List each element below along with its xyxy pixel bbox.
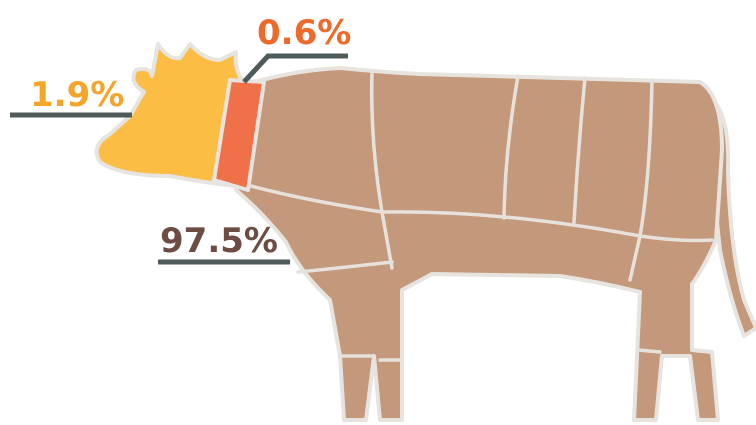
neck-label: 0.6% <box>257 13 351 53</box>
cow-diagram: 1.9% 0.6% 97.5% <box>0 0 756 425</box>
cut-line <box>638 350 660 352</box>
head-label: 1.9% <box>30 75 124 115</box>
body-label: 97.5% <box>160 221 278 261</box>
